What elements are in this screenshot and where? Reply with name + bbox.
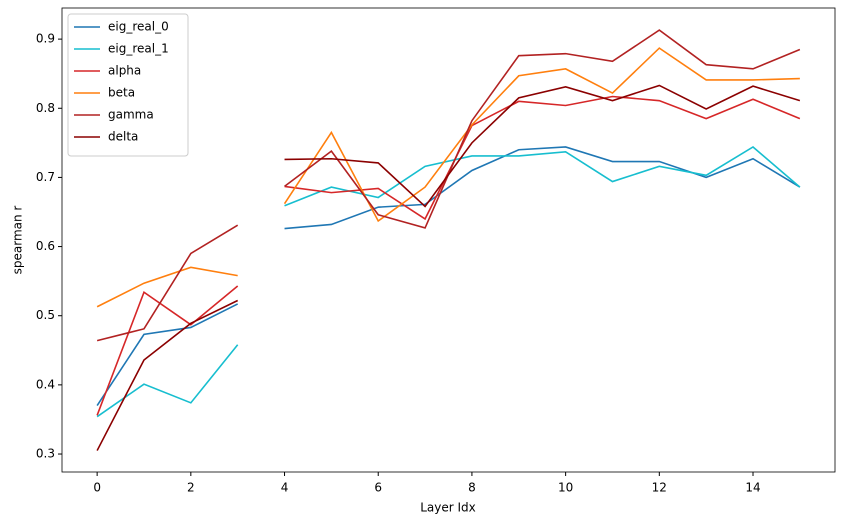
y-tick-label: 0.9	[36, 32, 55, 46]
line-series	[96, 29, 801, 342]
line-series	[96, 146, 801, 407]
y-tick-label: 0.4	[36, 377, 55, 391]
y-tick-label: 0.8	[36, 101, 55, 115]
legend-label: beta	[108, 86, 135, 100]
legend-label: delta	[108, 130, 138, 144]
x-tick-label: 8	[468, 481, 476, 495]
line-series	[96, 95, 801, 416]
x-axis-label: Layer Idx	[420, 501, 476, 515]
y-tick-label: 0.3	[36, 447, 55, 461]
legend-label: alpha	[108, 64, 141, 78]
line-series	[96, 146, 801, 418]
plot-frame	[61, 7, 836, 473]
x-tick-label: 6	[374, 481, 382, 495]
line-series	[96, 84, 801, 451]
y-tick-label: 0.7	[36, 170, 55, 184]
y-tick-label: 0.5	[36, 308, 55, 322]
x-tick-label: 12	[652, 481, 667, 495]
x-tick-label: 14	[745, 481, 760, 495]
y-tick-label: 0.6	[36, 239, 55, 253]
legend-label: gamma	[108, 108, 154, 122]
x-tick-label: 10	[558, 481, 573, 495]
x-tick-label: 2	[187, 481, 195, 495]
y-axis-label: spearman r	[11, 206, 25, 275]
x-tick-label: 4	[281, 481, 289, 495]
line-series	[96, 47, 800, 308]
legend-label: eig_real_1	[108, 42, 169, 56]
x-tick-label: 0	[93, 481, 101, 495]
legend-label: eig_real_0	[108, 20, 169, 34]
